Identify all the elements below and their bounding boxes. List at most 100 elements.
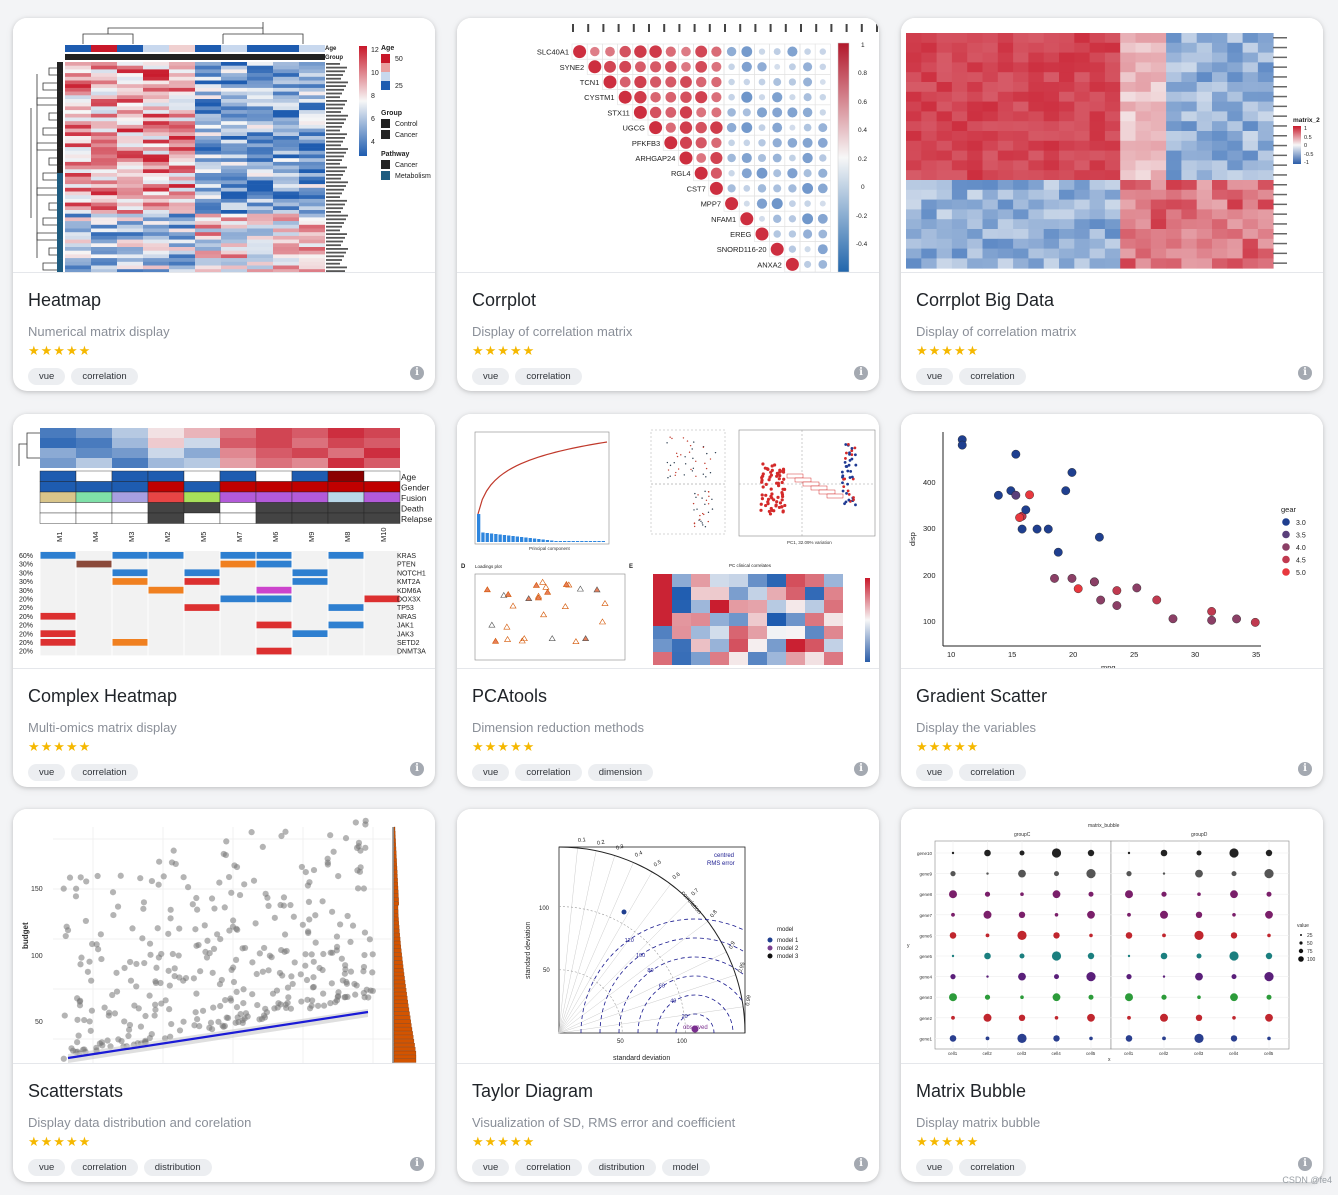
tag-dimension[interactable]: dimension <box>587 764 653 781</box>
correlate-cell <box>691 626 710 639</box>
loading-triangle <box>503 623 511 630</box>
scatter-point <box>170 847 177 854</box>
tag-vue[interactable]: vue <box>472 1159 510 1176</box>
histogram-bar <box>393 881 398 886</box>
heatmap-cell <box>299 69 325 74</box>
tag-vue[interactable]: vue <box>916 1159 954 1176</box>
heatmap-cell <box>906 82 922 93</box>
corrplot-circle <box>695 121 707 134</box>
tag-correlation[interactable]: correlation <box>515 764 582 781</box>
column-label-stub <box>815 24 818 32</box>
card-complex-heatmap[interactable]: Age Gender Fusion Death Relapse M1 M4 M3 M2 M5 M7… <box>13 414 435 787</box>
heatmap-cell <box>1013 189 1029 200</box>
tag-correlation[interactable]: correlation <box>959 1159 1026 1176</box>
tag-correlation[interactable]: correlation <box>515 1159 582 1176</box>
tag-correlation[interactable]: correlation <box>71 1159 138 1176</box>
correlate-cell <box>824 652 843 665</box>
tag-vue[interactable]: vue <box>916 764 954 781</box>
tag-correlation[interactable]: correlation <box>71 368 138 385</box>
info-icon[interactable]: i <box>1298 1157 1312 1171</box>
scatter-point <box>142 1012 149 1020</box>
scatter-point <box>62 932 69 940</box>
heatmap-cell <box>299 176 325 181</box>
info-icon[interactable]: i <box>410 762 424 776</box>
heatmap-cell <box>1257 170 1274 181</box>
cell-label: cell3 <box>1017 1051 1027 1056</box>
card-pcatools[interactable]: Principal component PC1, 32.09% variatio… <box>457 414 879 787</box>
column-label-stub <box>708 24 711 32</box>
heatmap-cell <box>1212 258 1228 269</box>
heatmap-cell <box>1059 189 1075 200</box>
heatmap-cell <box>1043 101 1060 112</box>
info-icon[interactable]: i <box>1298 366 1312 380</box>
heatmap-cell <box>143 121 169 126</box>
biplot-point <box>775 500 779 504</box>
heatmap-cell <box>1043 160 1060 171</box>
scatter-point <box>154 925 161 932</box>
info-icon[interactable]: i <box>410 366 424 380</box>
info-icon[interactable]: i <box>1298 762 1312 776</box>
card-matrix-bubble[interactable]: gene10 gene9 gene8 gene7 gene6 gene5 gene4 gene… <box>901 809 1323 1182</box>
heatmap-cell <box>65 221 91 226</box>
scatter-point <box>219 1022 226 1029</box>
scatter-point <box>240 999 247 1007</box>
heatmap-cell <box>195 102 221 107</box>
scatter-point <box>1032 524 1042 534</box>
pairs-point <box>684 463 687 465</box>
heatmap-cell <box>1013 219 1029 230</box>
oncoprint-alteration <box>40 630 76 637</box>
tag-vue[interactable]: vue <box>28 764 66 781</box>
info-icon[interactable]: i <box>854 1157 868 1171</box>
tag-vue[interactable]: vue <box>472 764 510 781</box>
x-tick: 20 <box>1069 650 1077 659</box>
card-taylor-diagram[interactable]: 0.1 0.2 0.3 0.4 0.5 0.6 0.7 0.8 0.9 0.95 0.99 120 10… <box>457 809 879 1182</box>
heatmap-cell <box>1013 33 1029 44</box>
card-heatmap[interactable]: 12 10 8 6 4 Age 50 25 Group Control <box>13 18 435 391</box>
heatmap-cell <box>76 458 112 468</box>
heatmap-cell <box>1242 111 1259 122</box>
corrplot-circle <box>650 91 661 103</box>
scatter-point <box>88 977 95 984</box>
scatter-point <box>141 959 148 967</box>
tag-correlation[interactable]: correlation <box>71 764 138 781</box>
tag-correlation[interactable]: correlation <box>515 368 582 385</box>
info-icon[interactable]: i <box>854 366 868 380</box>
biplot-point <box>778 501 783 505</box>
scatter-point <box>1011 449 1021 459</box>
info-icon[interactable]: i <box>854 762 868 776</box>
card-corrplot-big-data[interactable]: matrix_2 1 0.5 0 -0.5 -1 Corrplot Big Da… <box>901 18 1323 391</box>
heatmap-cell <box>299 91 325 96</box>
heatmap-cell <box>91 95 117 100</box>
tag-vue[interactable]: vue <box>472 368 510 385</box>
heatmap-cell <box>299 147 325 152</box>
heatmap-cell <box>1013 101 1029 112</box>
biplot-point <box>848 453 851 456</box>
heatmap-cell <box>247 247 273 251</box>
card-scatterstats[interactable]: 150 100 50 budget Scatterstats Display d… <box>13 809 435 1182</box>
scatter-point <box>271 914 278 921</box>
card-gradient-scatter[interactable]: 400 300 200 100 10 15 20 25 30 35 mpg di… <box>901 414 1323 787</box>
complex-heatmap-preview: Age Gender Fusion Death Relapse M1 M4 M3 M2 M5 M7… <box>13 414 435 669</box>
heatmap-cell <box>273 87 299 92</box>
heatmap-cell <box>143 99 169 103</box>
tag-vue[interactable]: vue <box>28 1159 66 1176</box>
card-corrplot[interactable]: SLC40A1 SYNE2 TCN1 CYSTM1 STX11 UGCG PFKFB3 ARH… <box>457 18 879 391</box>
heatmap-cell <box>921 150 937 161</box>
tag-distribution[interactable]: distribution <box>143 1159 212 1176</box>
tag-model[interactable]: model <box>661 1159 710 1176</box>
tag-distribution[interactable]: distribution <box>587 1159 656 1176</box>
info-icon[interactable]: i <box>410 1157 424 1171</box>
bubble <box>1051 848 1062 858</box>
tag-vue[interactable]: vue <box>916 368 954 385</box>
heatmap-cell <box>143 143 169 148</box>
tag-vue[interactable]: vue <box>28 368 66 385</box>
heatmap-cell <box>169 173 195 177</box>
scatter-point <box>287 901 294 909</box>
tag-correlation[interactable]: correlation <box>959 764 1026 781</box>
gene-label: PTEN <box>397 562 416 569</box>
row-label-stub <box>326 255 344 258</box>
legend-title: matrix_2 <box>1293 117 1320 124</box>
tag-correlation[interactable]: correlation <box>959 368 1026 385</box>
heatmap-cell <box>91 235 117 240</box>
heatmap-cell <box>1196 62 1213 73</box>
